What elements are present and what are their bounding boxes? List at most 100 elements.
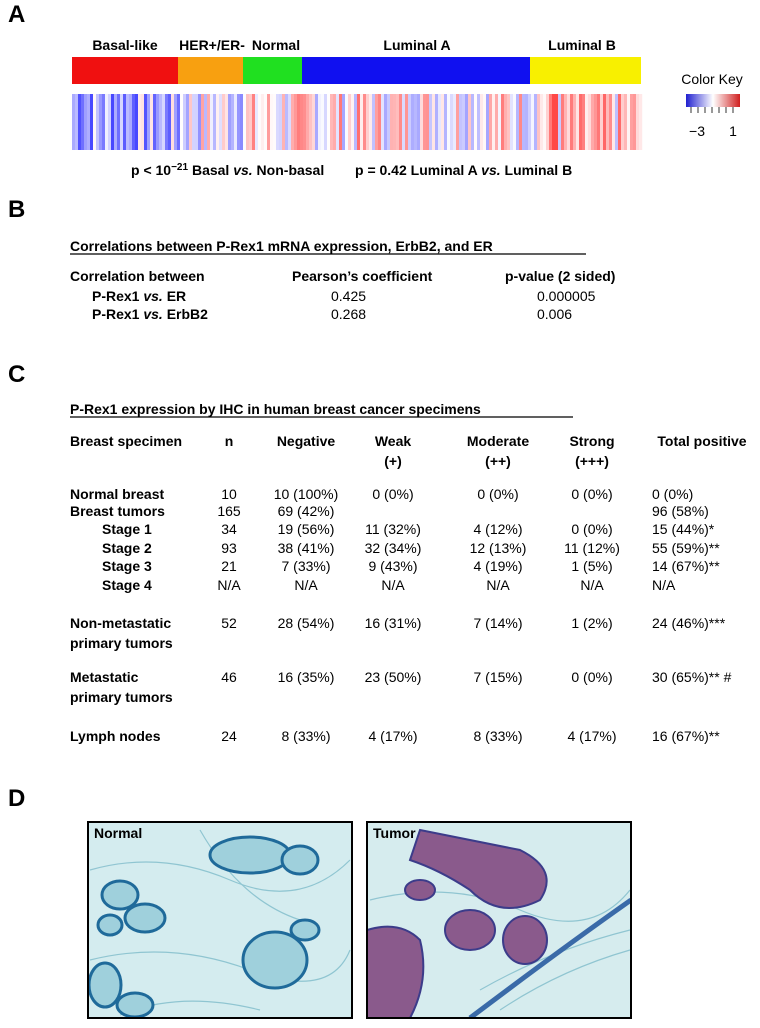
- table-cell: 93: [221, 540, 237, 556]
- text-part: p < 10: [131, 162, 171, 178]
- heatmap-stripe: [336, 94, 340, 150]
- heatmap-stripe: [510, 94, 514, 150]
- heatmap-stripe: [93, 94, 97, 150]
- subtype-bar: [72, 57, 641, 84]
- table-cell: 34: [221, 521, 237, 537]
- table-header: Moderate: [467, 433, 529, 449]
- heatmap-stripe: [525, 94, 529, 150]
- table-cell: 0.006: [537, 306, 572, 322]
- table-header: p-value (2 sided): [505, 268, 615, 284]
- heatmap-stripe: [189, 94, 193, 150]
- text-part: Luminal B: [501, 162, 573, 178]
- heatmap-stripe: [627, 94, 631, 150]
- heatmap-stripe: [531, 94, 535, 150]
- heatmap-stripe: [369, 94, 373, 150]
- heatmap-stripe: [438, 94, 442, 150]
- heatmap-stripe: [348, 94, 352, 150]
- heatmap-stripe: [294, 94, 298, 150]
- table-cell: 7 (14%): [473, 615, 522, 631]
- heatmap-stripe: [537, 94, 541, 150]
- table-cell: 11 (12%): [564, 540, 620, 556]
- table-cell: 16 (35%): [278, 669, 335, 685]
- table-cell: N/A: [381, 577, 405, 593]
- heatmap-stripe: [564, 94, 568, 150]
- heatmap-stripe: [174, 94, 178, 150]
- heatmap-stripe: [459, 94, 463, 150]
- heatmap-stripe: [600, 94, 604, 150]
- heatmap-stripe: [513, 94, 517, 150]
- table-cell: 15 (44%)*: [652, 521, 715, 537]
- text-part: ErbB2: [163, 306, 208, 322]
- heatmap-stripe: [87, 94, 91, 150]
- heatmap-stripe: [102, 94, 106, 150]
- table-cell: 16 (67%)**: [652, 728, 720, 744]
- heatmap-stripe: [339, 94, 343, 150]
- heatmap-stripe: [255, 94, 259, 150]
- table-title: Correlations between P-Rex1 mRNA express…: [70, 238, 493, 254]
- table-cell: 12 (13%): [470, 540, 527, 556]
- heatmap-stripe: [117, 94, 121, 150]
- table-cell: 0 (0%): [571, 669, 612, 685]
- heatmap-stripe: [228, 94, 232, 150]
- heatmap-stripe: [138, 94, 142, 150]
- heatmap-stripe: [324, 94, 328, 150]
- heatmap-stripe: [108, 94, 112, 150]
- heatmap-stripe: [147, 94, 151, 150]
- heatmap-stripe: [219, 94, 223, 150]
- heatmap-stripe: [201, 94, 205, 150]
- heatmap-stripe: [288, 94, 292, 150]
- text-part: vs.: [481, 162, 500, 178]
- heatmap-stripe: [342, 94, 346, 150]
- table-cell: 4 (17%): [368, 728, 417, 744]
- row-label: Stage 4: [102, 577, 152, 593]
- heatmap-stripe: [303, 94, 307, 150]
- heatmap-stripe: [111, 94, 115, 150]
- heatmap-stripe: [114, 94, 118, 150]
- heatmap-stripe: [636, 94, 640, 150]
- heatmap-stripe: [561, 94, 565, 150]
- heatmap-stripe: [210, 94, 214, 150]
- heatmap-stripe: [432, 94, 436, 150]
- heatmap-stripe: [555, 94, 559, 150]
- table-cell: 10: [221, 486, 237, 502]
- heatmap-stripe: [624, 94, 628, 150]
- heatmap-stripe: [396, 94, 400, 150]
- text-part: vs.: [143, 288, 162, 304]
- heatmap-stripe: [480, 94, 484, 150]
- table-header: (+): [384, 453, 402, 469]
- heatmap-stripe: [447, 94, 451, 150]
- heatmap-stripe: [501, 94, 505, 150]
- table-header: Breast specimen: [70, 433, 182, 449]
- heatmap-stripe: [213, 94, 217, 150]
- table-cell: 14 (67%)**: [652, 558, 720, 574]
- heatmap-stripe: [591, 94, 595, 150]
- image-label: Normal: [94, 825, 142, 841]
- table-cell: 23 (50%): [365, 669, 422, 685]
- heatmap-stripe: [144, 94, 148, 150]
- heatmap-stripe: [123, 94, 127, 150]
- heatmap-stripe: [120, 94, 124, 150]
- text-part: ER: [163, 288, 186, 304]
- table-header: Strong: [569, 433, 614, 449]
- heatmap-stripe: [306, 94, 310, 150]
- heatmap-stripe: [489, 94, 493, 150]
- heatmap-stripe: [72, 94, 76, 150]
- table-cell: 4 (17%): [567, 728, 616, 744]
- heatmap-stripe: [375, 94, 379, 150]
- heatmap-stripe: [612, 94, 616, 150]
- heatmap-stripe: [543, 94, 547, 150]
- table-cell: 9 (43%): [368, 558, 417, 574]
- heatmap-stripe: [261, 94, 265, 150]
- row-label: Stage 2: [102, 540, 152, 556]
- heatmap-stripe: [639, 94, 643, 150]
- heatmap-stripe: [492, 94, 496, 150]
- heatmap-stripe: [621, 94, 625, 150]
- table-cell: 1 (5%): [571, 558, 612, 574]
- table-cell: 46: [221, 669, 237, 685]
- heatmap-stripe: [516, 94, 520, 150]
- heatmap-stripe: [630, 94, 634, 150]
- heatmap-stripe: [378, 94, 382, 150]
- table-cell: 0.268: [331, 306, 366, 322]
- row-label: Lymph nodes: [70, 728, 161, 744]
- table-title: P-Rex1 expression by IHC in human breast…: [70, 401, 481, 417]
